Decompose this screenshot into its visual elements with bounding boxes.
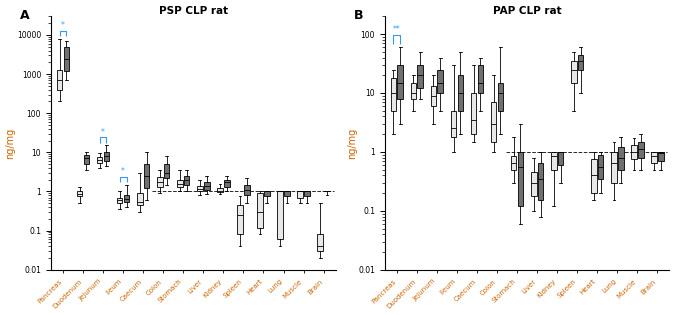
PathPatch shape: [137, 193, 142, 205]
PathPatch shape: [651, 152, 657, 163]
Text: B: B: [354, 9, 363, 22]
PathPatch shape: [638, 141, 643, 158]
PathPatch shape: [97, 157, 103, 163]
PathPatch shape: [197, 186, 202, 192]
PathPatch shape: [257, 193, 263, 227]
PathPatch shape: [571, 61, 576, 83]
Text: A: A: [20, 9, 29, 22]
PathPatch shape: [538, 163, 543, 200]
PathPatch shape: [117, 198, 122, 203]
PathPatch shape: [558, 152, 564, 165]
PathPatch shape: [264, 192, 270, 196]
PathPatch shape: [144, 164, 149, 188]
PathPatch shape: [511, 156, 516, 170]
PathPatch shape: [184, 176, 190, 185]
PathPatch shape: [431, 86, 436, 106]
PathPatch shape: [531, 172, 537, 196]
Y-axis label: ng/mg: ng/mg: [347, 127, 357, 159]
PathPatch shape: [217, 188, 223, 192]
PathPatch shape: [491, 102, 496, 141]
PathPatch shape: [658, 152, 664, 161]
PathPatch shape: [417, 65, 423, 88]
PathPatch shape: [391, 78, 396, 111]
PathPatch shape: [497, 83, 504, 111]
PathPatch shape: [277, 192, 283, 239]
PathPatch shape: [224, 180, 230, 187]
PathPatch shape: [598, 155, 603, 179]
PathPatch shape: [124, 195, 130, 202]
PathPatch shape: [410, 83, 416, 99]
Title: PAP CLP rat: PAP CLP rat: [493, 6, 562, 15]
PathPatch shape: [618, 147, 624, 170]
PathPatch shape: [77, 191, 82, 196]
PathPatch shape: [611, 152, 617, 183]
PathPatch shape: [518, 152, 523, 206]
Text: *: *: [101, 128, 105, 137]
PathPatch shape: [63, 47, 69, 71]
PathPatch shape: [477, 65, 483, 93]
PathPatch shape: [317, 234, 323, 251]
PathPatch shape: [57, 70, 62, 90]
PathPatch shape: [84, 155, 89, 164]
PathPatch shape: [284, 192, 290, 196]
PathPatch shape: [164, 164, 169, 178]
PathPatch shape: [451, 111, 456, 137]
PathPatch shape: [591, 159, 597, 193]
PathPatch shape: [398, 65, 403, 99]
PathPatch shape: [244, 185, 250, 195]
PathPatch shape: [304, 192, 310, 196]
PathPatch shape: [104, 152, 109, 161]
PathPatch shape: [177, 180, 183, 187]
PathPatch shape: [470, 93, 477, 134]
Text: **: **: [393, 25, 401, 34]
Text: *: *: [121, 167, 125, 176]
PathPatch shape: [458, 75, 463, 111]
PathPatch shape: [551, 152, 557, 170]
PathPatch shape: [157, 177, 163, 187]
Y-axis label: ng/mg: ng/mg: [5, 127, 16, 159]
Text: *: *: [61, 21, 65, 30]
PathPatch shape: [437, 70, 443, 93]
Title: PSP CLP rat: PSP CLP rat: [159, 6, 228, 15]
PathPatch shape: [297, 192, 303, 198]
PathPatch shape: [578, 54, 583, 70]
PathPatch shape: [237, 205, 243, 234]
PathPatch shape: [204, 182, 209, 190]
PathPatch shape: [631, 145, 637, 159]
